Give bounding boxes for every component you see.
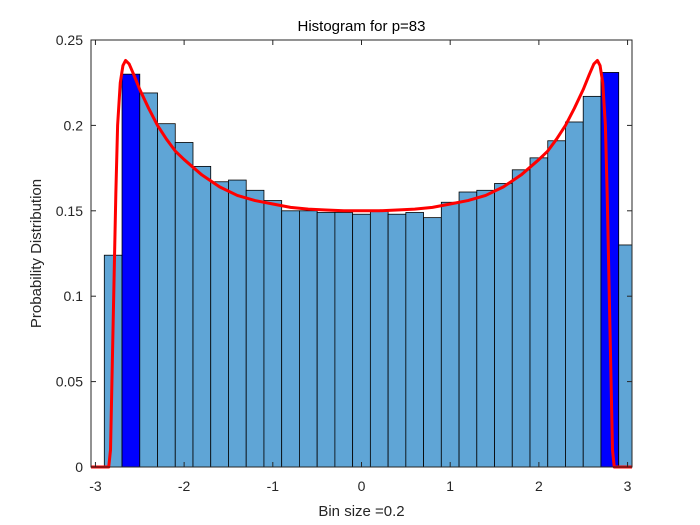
chart-title: Histogram for p=83 xyxy=(298,18,426,35)
histogram-bar xyxy=(387,213,407,468)
histogram-bar xyxy=(157,123,176,468)
y-tick-label: 0.15 xyxy=(56,203,83,219)
histogram-bar xyxy=(529,157,549,468)
bars-layer xyxy=(103,72,633,468)
x-tick-label: 1 xyxy=(446,478,454,494)
histogram-bar xyxy=(281,210,300,468)
y-tick-label: 0.25 xyxy=(56,32,83,48)
histogram-bar xyxy=(174,142,194,468)
fitted-curve xyxy=(91,59,632,469)
x-tick-label: -3 xyxy=(89,478,102,494)
y-tick-label: 0.05 xyxy=(56,374,83,390)
histogram-bar xyxy=(565,121,584,468)
histogram-bar xyxy=(316,212,336,468)
x-tick-label: 2 xyxy=(535,478,543,494)
curve-layer xyxy=(91,59,632,469)
histogram-bar xyxy=(440,201,460,468)
histogram-bar xyxy=(192,165,212,468)
histogram-bar xyxy=(511,169,531,468)
histogram-bar xyxy=(369,210,389,468)
histogram-bar xyxy=(228,179,247,468)
histogram-bar xyxy=(618,244,633,468)
histogram-bar xyxy=(547,140,566,468)
x-tick-label: -1 xyxy=(267,478,280,494)
y-tick-label: 0 xyxy=(75,459,83,475)
histogram-bar xyxy=(582,95,602,468)
y-tick-label: 0.1 xyxy=(64,288,84,304)
histogram-bar xyxy=(458,191,478,468)
x-tick-label: 0 xyxy=(358,478,366,494)
x-tick-label: 3 xyxy=(624,478,632,494)
ticks-layer: -3 -2 -1 0 1 2 3 0 0.05 0.1 0.15 0.2 0.25 xyxy=(56,32,632,494)
x-tick-label: -2 xyxy=(178,478,191,494)
histogram-bar xyxy=(245,189,265,468)
histogram-bar xyxy=(352,213,371,468)
x-axis-title: Bin size =0.2 xyxy=(318,503,404,520)
histogram-bar xyxy=(405,212,424,468)
y-tick-label: 0.2 xyxy=(64,117,84,133)
histogram-bar xyxy=(334,212,354,468)
histogram-bar xyxy=(263,200,283,468)
histogram-bar xyxy=(210,181,229,468)
histogram-bar xyxy=(299,210,318,468)
histogram-bar xyxy=(139,92,158,468)
histogram-bar-highlighted xyxy=(121,73,141,468)
histogram-bar xyxy=(476,189,495,468)
histogram-bar xyxy=(494,183,513,468)
histogram-bar xyxy=(423,217,442,468)
y-axis-title: Probability Distribution xyxy=(28,179,45,328)
